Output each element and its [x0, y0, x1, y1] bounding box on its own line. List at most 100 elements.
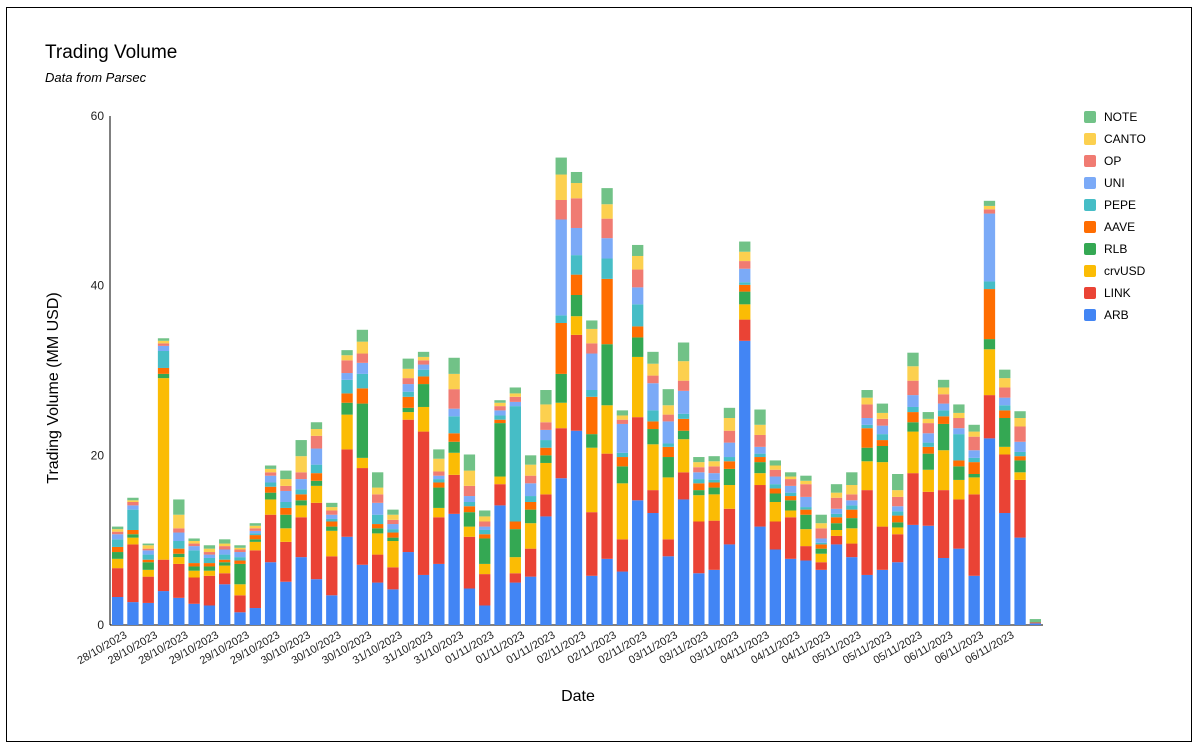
bar-segment-note — [693, 457, 705, 463]
bar-segment-pepe — [861, 424, 873, 429]
bar-segment-note — [953, 404, 965, 413]
bar-segment-link — [555, 428, 567, 479]
bar-segment-rlb — [142, 562, 154, 570]
bar-segment-note — [922, 412, 934, 419]
bar-segment-crvusd — [234, 584, 246, 596]
bar-segment-aave — [111, 546, 124, 553]
bar-segment-canto — [157, 340, 170, 344]
bar-segment-rlb — [937, 423, 950, 451]
legend-swatch — [1084, 177, 1096, 189]
bar-segment-link — [616, 539, 629, 572]
bar-segment-crvusd — [372, 533, 384, 555]
y-tick-label: 60 — [91, 109, 105, 123]
bar-segment-op — [830, 497, 843, 509]
bar-segment-note — [968, 424, 980, 432]
bar-segment-canto — [356, 341, 369, 354]
bar-segment-pepe — [356, 373, 369, 389]
bar-segment-note — [616, 410, 629, 416]
bar-segment-link — [142, 576, 154, 603]
bar-segment-pepe — [892, 511, 904, 516]
bar-segment-link — [433, 517, 445, 564]
bar-segment-rlb — [586, 434, 598, 448]
bar-segment-crvusd — [754, 473, 766, 486]
bar-segment-link — [509, 573, 521, 583]
bar-segment-arb — [448, 513, 460, 625]
bar-segment-link — [295, 517, 307, 558]
bar-segment-rlb — [662, 457, 674, 478]
bar-segment-crvusd — [188, 570, 200, 578]
bar-segment-aave — [157, 367, 170, 374]
bar-segment-note — [234, 545, 246, 548]
bar-segment-rlb — [203, 566, 216, 571]
bar-segment-link — [280, 541, 292, 582]
bar-segment-op — [647, 375, 659, 384]
bar-segment-link — [479, 574, 491, 606]
bar-segment-arb — [555, 478, 567, 625]
bar-segment-aave — [341, 393, 353, 403]
bar-segment-uni — [111, 534, 124, 540]
bar-segment-aave — [708, 482, 720, 488]
bar-segment-uni — [892, 506, 904, 512]
bar-segment-aave — [555, 322, 567, 374]
bar-segment-uni — [402, 384, 414, 392]
bar-segment-crvusd — [1014, 472, 1026, 480]
legend-label: PEPE — [1104, 198, 1137, 212]
bar-segment-op — [188, 543, 200, 547]
bar-segment-link — [968, 494, 980, 576]
bar-segment-aave — [953, 460, 965, 467]
bar-segment-arb — [494, 505, 506, 625]
bar-segment-canto — [723, 418, 736, 431]
chart-subtitle: Data from Parsec — [45, 70, 147, 85]
bar-segment-arb — [249, 608, 261, 625]
bar-segment-aave — [142, 559, 154, 563]
bar-segment-rlb — [601, 344, 613, 406]
legend-item-rlb: RLB — [1084, 238, 1146, 260]
bar-segment-op — [754, 434, 766, 447]
legend-label: OP — [1104, 154, 1122, 168]
bar-segment-pepe — [173, 541, 185, 549]
bar-segment-crvusd — [417, 406, 430, 432]
bar-segment-arb — [219, 584, 231, 625]
bar-segment-pepe — [800, 507, 812, 510]
bar-segment-aave — [723, 461, 736, 469]
bar-segment-aave — [861, 428, 873, 448]
bar-segment-pepe — [999, 405, 1011, 411]
bar-segment-uni — [372, 502, 384, 515]
bar-segment-op — [356, 353, 369, 363]
bar-segment-canto — [953, 412, 965, 419]
bar-segment-note — [846, 472, 858, 486]
bar-segment-link — [846, 543, 858, 558]
bar-segment-arb — [647, 513, 659, 625]
bar-segment-aave — [234, 560, 246, 564]
bar-segment-canto — [417, 356, 430, 361]
bar-segment-uni — [264, 475, 277, 483]
bar-segment-note — [356, 329, 369, 342]
bar-segment-arb — [876, 569, 889, 625]
bar-segment-pepe — [111, 539, 124, 547]
bar-segment-pepe — [494, 415, 506, 420]
bar-segment-op — [372, 494, 384, 503]
legend-item-op: OP — [1084, 150, 1146, 172]
bar-segment-crvusd — [922, 469, 934, 492]
bar-segment-canto — [616, 415, 629, 420]
bar-segment-canto — [479, 516, 491, 522]
bar-segment-pepe — [509, 406, 521, 522]
bar-segment-canto — [219, 543, 231, 547]
bar-segment-pepe — [219, 554, 231, 560]
bar-segment-arb — [815, 569, 827, 625]
x-axis-label: Date — [561, 688, 595, 705]
bar-segment-aave — [280, 507, 292, 515]
bar-segment-link — [326, 556, 338, 596]
bar-segment-op — [846, 494, 858, 501]
bar-segment-note — [586, 320, 598, 329]
bar-segment-uni — [540, 429, 552, 441]
bar-segment-note — [999, 369, 1011, 379]
bar-segment-op — [249, 528, 261, 531]
bar-segment-link — [632, 417, 644, 501]
bar-segment-note — [708, 456, 720, 462]
bar-segment-aave — [830, 517, 843, 524]
legend-swatch — [1084, 243, 1096, 255]
bar-segment-aave — [586, 396, 598, 435]
bar-segment-crvusd — [157, 378, 170, 560]
bar-segment-rlb — [570, 295, 583, 317]
